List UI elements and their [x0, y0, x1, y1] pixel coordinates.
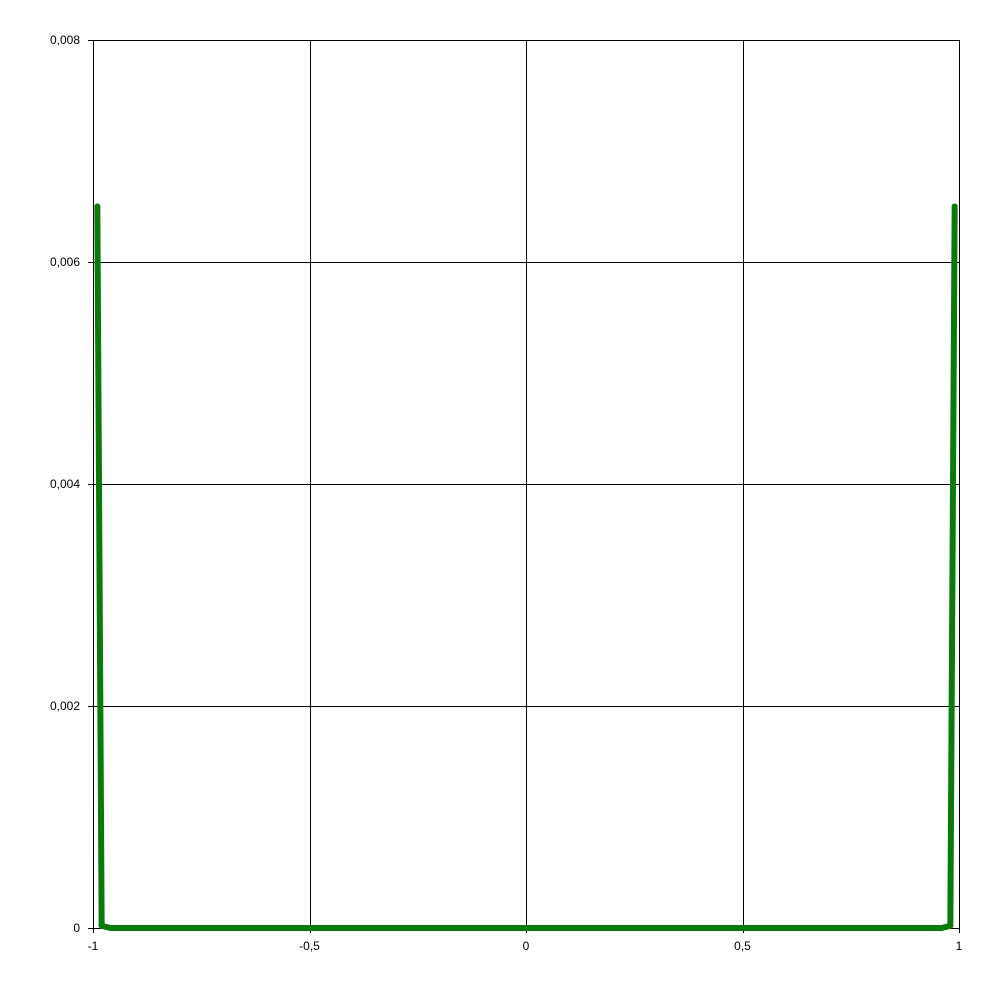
y-tick-label: 0,004	[50, 477, 80, 491]
data-point	[609, 925, 616, 931]
data-point	[263, 925, 270, 931]
grid-lines	[93, 40, 960, 929]
data-point	[98, 922, 105, 929]
data-point	[219, 925, 226, 931]
x-tick-label: 0,5	[734, 939, 751, 953]
data-point	[436, 925, 443, 931]
data-point	[349, 925, 356, 931]
y-tick-label: 0	[73, 921, 80, 935]
data-point	[133, 925, 140, 931]
series-layer	[94, 203, 958, 931]
tick-labels: -1 -0,5 0 0,5 1 0 0,002 0,004 0,006 0,008	[50, 33, 963, 953]
data-point	[523, 925, 529, 931]
x-tick-label: -1	[88, 939, 99, 953]
y-tick-label: 0,008	[50, 33, 80, 47]
data-point	[912, 925, 919, 931]
data-point	[94, 203, 101, 210]
data-point	[479, 925, 486, 931]
data-point	[782, 925, 789, 931]
data-point	[306, 925, 313, 931]
data-point	[652, 925, 659, 931]
data-point	[176, 925, 183, 931]
data-point	[739, 925, 746, 931]
x-tick-label: 0	[523, 939, 530, 953]
x-tick-label: -0,5	[299, 939, 320, 953]
data-point	[696, 925, 703, 931]
y-tick-label: 0,006	[50, 255, 80, 269]
data-point	[393, 925, 400, 931]
data-point	[869, 925, 876, 931]
data-point	[107, 925, 114, 931]
data-point	[938, 925, 945, 931]
y-tick-label: 0,002	[50, 699, 80, 713]
data-point	[826, 925, 833, 931]
data-point	[947, 922, 954, 929]
tick-marks	[88, 40, 960, 933]
data-point	[566, 925, 573, 931]
x-tick-label: 1	[956, 939, 963, 953]
data-point	[951, 203, 958, 210]
